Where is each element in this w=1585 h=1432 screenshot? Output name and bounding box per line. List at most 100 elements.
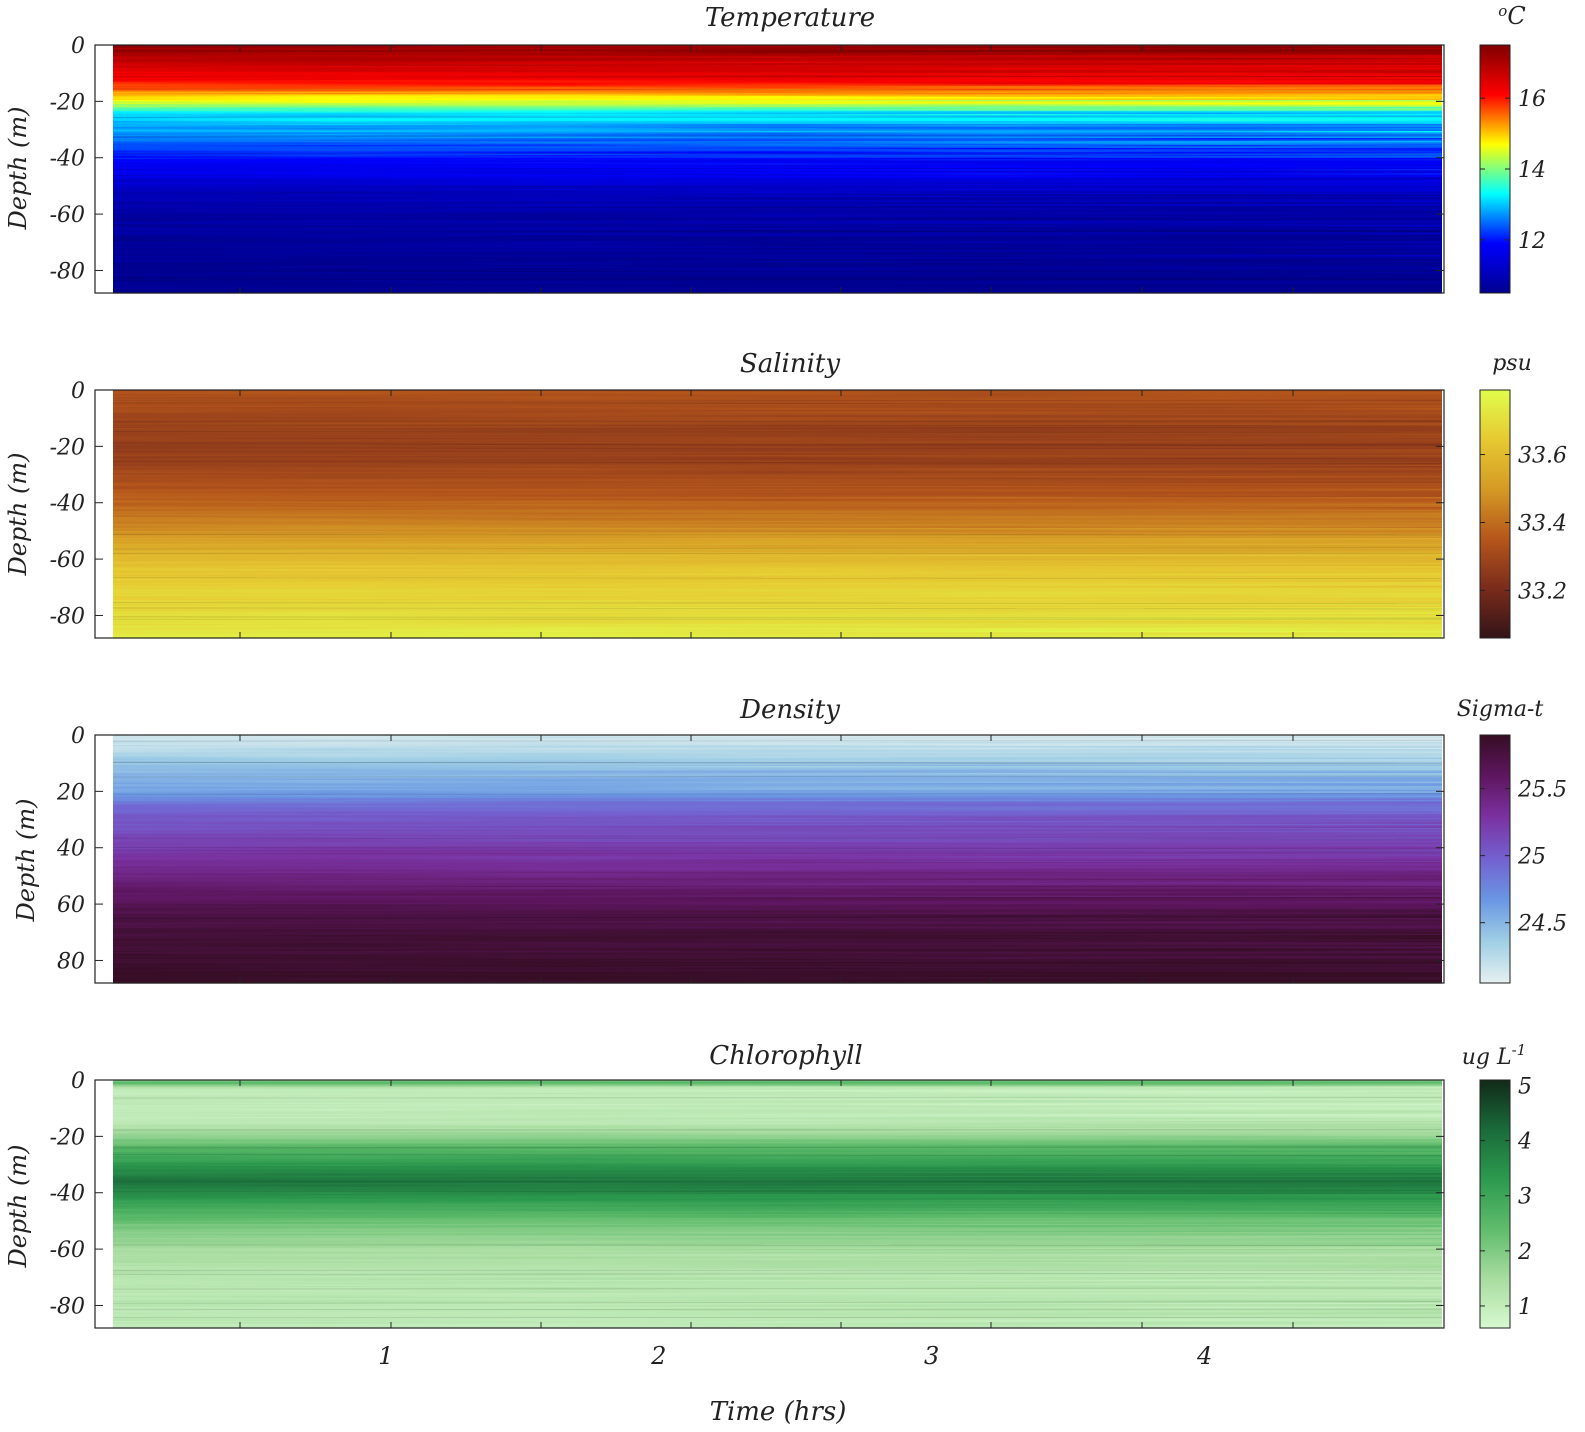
chlorophyll-heatmap-band bbox=[113, 1247, 1442, 1250]
density-heatmap-band bbox=[113, 760, 1442, 763]
chlorophyll-heatmap-band bbox=[113, 1143, 1442, 1146]
density-heatmap-band bbox=[113, 761, 1442, 764]
density-heatmap-band bbox=[113, 923, 1442, 926]
temperature-heatmap-band bbox=[113, 76, 1442, 79]
temperature-colorbar-label-superscript: o bbox=[1498, 2, 1507, 20]
density-heatmap-band bbox=[113, 847, 1442, 850]
temperature-heatmap-band bbox=[113, 135, 1442, 138]
chlorophyll-heatmap-band bbox=[113, 1185, 1442, 1188]
salinity-y-axis-label: Depth (m) bbox=[4, 452, 32, 576]
temperature-heatmap-band bbox=[113, 63, 1442, 66]
density-heatmap-band bbox=[113, 842, 1442, 845]
density-heatmap-band bbox=[113, 922, 1442, 925]
chlorophyll-heatmap-band bbox=[113, 1223, 1442, 1226]
chlorophyll-heatmap-band bbox=[113, 1323, 1442, 1326]
chlorophyll-heatmap-band bbox=[113, 1167, 1442, 1170]
density-heatmap-band bbox=[113, 935, 1442, 938]
chlorophyll-heatmap-band bbox=[113, 1304, 1442, 1307]
salinity-heatmap-band bbox=[113, 499, 1442, 502]
salinity-heatmap-band bbox=[113, 546, 1442, 549]
salinity-heatmap-band bbox=[113, 630, 1442, 633]
chlorophyll-heatmap-band bbox=[113, 1211, 1442, 1214]
chlorophyll-heatmap-band bbox=[113, 1122, 1442, 1125]
chlorophyll-heatmap-band bbox=[113, 1229, 1442, 1232]
salinity-heatmap-band bbox=[113, 607, 1442, 610]
chlorophyll-heatmap-band bbox=[113, 1308, 1442, 1311]
chlorophyll-heatmap-band bbox=[113, 1299, 1442, 1302]
temperature-heatmap-band bbox=[113, 153, 1442, 156]
density-heatmap-band bbox=[113, 849, 1442, 852]
chlorophyll-heatmap-band bbox=[113, 1261, 1442, 1264]
temperature-heatmap-band bbox=[113, 283, 1442, 286]
chlorophyll-heatmap-band bbox=[113, 1298, 1442, 1301]
temperature-heatmap-band bbox=[113, 104, 1442, 107]
salinity-heatmap-band bbox=[113, 411, 1442, 414]
density-heatmap-band bbox=[113, 878, 1442, 881]
salinity-heatmap-band bbox=[113, 540, 1442, 543]
salinity-heatmap-band bbox=[113, 390, 1442, 393]
temperature-heatmap-band bbox=[113, 116, 1442, 119]
chlorophyll-heatmap-band bbox=[113, 1082, 1442, 1085]
temperature-heatmap-band bbox=[113, 231, 1442, 234]
temperature-heatmap-band bbox=[113, 280, 1442, 283]
density-heatmap-band bbox=[113, 809, 1442, 812]
chlorophyll-heatmap-band bbox=[113, 1177, 1442, 1180]
density-heatmap-streak bbox=[112, 850, 1443, 852]
salinity-heatmap-band bbox=[113, 611, 1442, 614]
temperature-heatmap-band bbox=[113, 207, 1442, 210]
temperature-heatmap-band bbox=[113, 53, 1442, 56]
salinity-heatmap-band bbox=[113, 406, 1442, 409]
chlorophyll-heatmap-band bbox=[113, 1325, 1442, 1328]
density-heatmap-band bbox=[113, 939, 1442, 942]
density-heatmap-band bbox=[113, 746, 1442, 749]
salinity-heatmap-band bbox=[113, 456, 1442, 459]
temperature-heatmap-band bbox=[113, 161, 1442, 164]
chlorophyll-colorbar-label-unit: ug L bbox=[1462, 1045, 1512, 1070]
chlorophyll-heatmap-band bbox=[113, 1205, 1442, 1208]
density-heatmap-band bbox=[113, 856, 1442, 859]
chlorophyll-heatmap-band bbox=[113, 1105, 1442, 1108]
chlorophyll-y-axis-label: Depth (m) bbox=[4, 1144, 32, 1268]
temperature-heatmap-band bbox=[113, 136, 1442, 139]
density-heatmap-band bbox=[113, 785, 1442, 788]
salinity-heatmap-band bbox=[113, 605, 1442, 608]
chlorophyll-heatmap-band bbox=[113, 1240, 1442, 1243]
salinity-heatmap-band bbox=[113, 561, 1442, 564]
salinity-heatmap-band bbox=[113, 463, 1442, 466]
temperature-heatmap-band bbox=[113, 266, 1442, 269]
density-heatmap-band bbox=[113, 961, 1442, 964]
salinity-heatmap-band bbox=[113, 470, 1442, 473]
salinity-heatmap-band bbox=[113, 578, 1442, 581]
chlorophyll-heatmap-band bbox=[113, 1098, 1442, 1101]
chlorophyll-heatmap-band bbox=[113, 1218, 1442, 1221]
chlorophyll-heatmap-band bbox=[113, 1137, 1442, 1140]
temperature-y-tick-label: -60 bbox=[50, 203, 85, 228]
chlorophyll-heatmap-band bbox=[113, 1225, 1442, 1228]
temperature-heatmap-band bbox=[113, 121, 1442, 124]
salinity-heatmap-band bbox=[113, 516, 1442, 519]
density-heatmap-band bbox=[113, 798, 1442, 801]
chlorophyll-heatmap-band bbox=[113, 1267, 1442, 1270]
chlorophyll-heatmap-band bbox=[113, 1092, 1442, 1095]
density-heatmap-band bbox=[113, 818, 1442, 821]
salinity-colorbar-label: psu bbox=[1492, 351, 1532, 376]
temperature-heatmap-band bbox=[113, 216, 1442, 219]
chlorophyll-heatmap-band bbox=[113, 1273, 1442, 1276]
density-heatmap-band bbox=[113, 874, 1442, 877]
salinity-heatmap-band bbox=[113, 559, 1442, 562]
temperature-heatmap-band bbox=[113, 132, 1442, 135]
density-heatmap-band bbox=[113, 826, 1442, 829]
temperature-colorbar-tick-label: 16 bbox=[1518, 87, 1546, 112]
salinity-heatmap-band bbox=[113, 545, 1442, 548]
salinity-heatmap-band bbox=[113, 511, 1442, 514]
chlorophyll-heatmap-band bbox=[113, 1280, 1442, 1283]
salinity-heatmap-band bbox=[113, 523, 1442, 526]
density-heatmap-band bbox=[113, 816, 1442, 819]
chlorophyll-heatmap-band bbox=[113, 1184, 1442, 1187]
density-colorbar-label: Sigma-t bbox=[1457, 697, 1544, 722]
chlorophyll-heatmap-band bbox=[113, 1189, 1442, 1192]
chlorophyll-heatmap-streak bbox=[112, 1308, 1443, 1311]
temperature-heatmap-band bbox=[113, 60, 1442, 63]
chlorophyll-colorbar-tick-label: 5 bbox=[1518, 1075, 1532, 1100]
temperature-heatmap-band bbox=[113, 112, 1442, 115]
